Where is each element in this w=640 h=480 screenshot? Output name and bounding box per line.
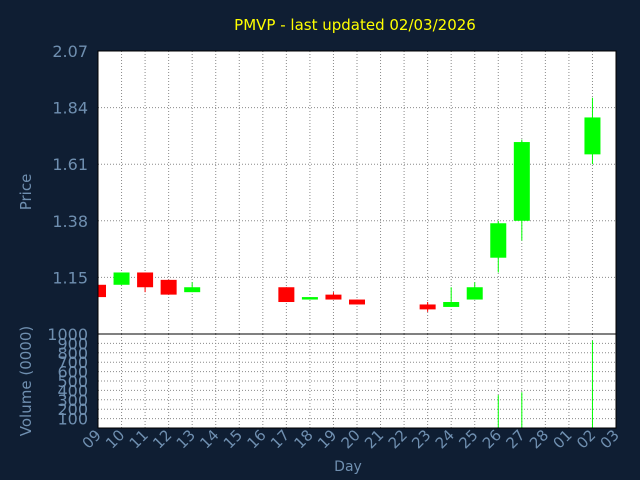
- candle-body: [137, 272, 154, 288]
- price-tick-label: 1.38: [52, 212, 88, 231]
- volume-tick-label: 1000: [47, 325, 88, 344]
- x-tick-label: 28: [526, 426, 552, 452]
- candle-body: [160, 279, 177, 295]
- x-tick-label: 23: [408, 426, 434, 452]
- volume-tick-label: 800: [57, 344, 88, 363]
- candle-body: [301, 297, 318, 300]
- price-tick-label: 1.84: [52, 99, 88, 118]
- candle-body: [184, 287, 201, 293]
- price-tick-label: 1.61: [52, 155, 88, 174]
- x-tick-label: 12: [149, 426, 175, 452]
- volume-tick-label: 500: [57, 372, 88, 391]
- volume-plot-border: [97, 333, 617, 429]
- volume-tick-label: 200: [57, 400, 88, 419]
- x-tick-label: 09: [79, 426, 105, 452]
- x-tick-label: 02: [573, 426, 599, 452]
- volume-axis-label: Volume (0000): [17, 326, 35, 436]
- x-tick-label: 11: [126, 426, 152, 452]
- volume-tick-label: 300: [57, 391, 88, 410]
- price-panel: 1.15 1.38 1.61 1.84 2.07: [52, 42, 617, 335]
- x-tick-label: 26: [479, 426, 505, 452]
- volume-tick-label: 400: [57, 381, 88, 400]
- candle-body: [490, 223, 507, 258]
- candle-body: [466, 287, 483, 300]
- candle-body: [98, 284, 106, 298]
- x-tick-label: 21: [361, 426, 387, 452]
- x-tick-label: 17: [267, 426, 293, 452]
- x-tick-label: 01: [550, 426, 576, 452]
- x-tick-label: 15: [220, 426, 246, 452]
- x-tick-label: 27: [502, 426, 528, 452]
- candle-body: [278, 287, 295, 303]
- volume-tick-label: 900: [57, 334, 88, 353]
- candle-body: [349, 299, 365, 305]
- price-tick-label: 2.07: [52, 42, 88, 61]
- x-tick-label: 13: [173, 426, 199, 452]
- x-tick-label: 19: [314, 426, 340, 452]
- candle-body: [513, 142, 530, 221]
- candle-body: [584, 117, 601, 155]
- chart-title: PMVP - last updated 02/03/2026: [234, 16, 476, 34]
- x-axis: 0910111213141516171819202122232425262728…: [79, 426, 623, 452]
- candle-body: [325, 294, 342, 300]
- x-tick-label: 25: [455, 426, 481, 452]
- candle-body: [113, 272, 130, 285]
- x-tick-label: 18: [291, 426, 317, 452]
- x-tick-label: 24: [432, 426, 458, 452]
- x-tick-label: 14: [196, 426, 222, 452]
- price-tick-label: 1.15: [52, 268, 88, 287]
- x-tick-label: 03: [597, 426, 623, 452]
- candle-body: [419, 304, 436, 310]
- x-axis-label: Day: [334, 459, 362, 475]
- volume-tick-label: 600: [57, 363, 88, 382]
- x-tick-label: 10: [102, 426, 128, 452]
- x-tick-label: 20: [338, 426, 364, 452]
- x-tick-label: 22: [385, 426, 411, 452]
- volume-tick-label: 100: [57, 410, 88, 429]
- volume-tick-label: 700: [57, 353, 88, 372]
- x-tick-label: 16: [243, 426, 269, 452]
- price-axis-label: Price: [17, 174, 35, 211]
- candle-body: [443, 302, 460, 307]
